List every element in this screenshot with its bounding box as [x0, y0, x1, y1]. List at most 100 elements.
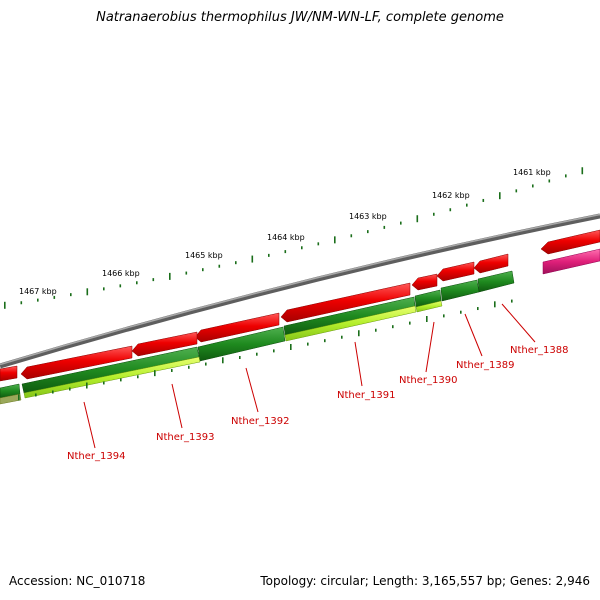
cds-arrow[interactable]: [540, 229, 600, 255]
minor-tick: [301, 246, 303, 250]
kbp-label-1467: 1467 kbp: [19, 287, 57, 296]
leader-line: [354, 341, 363, 387]
leader-line: [464, 313, 483, 357]
major-tick: [169, 272, 171, 280]
inner-major-tick: [494, 301, 496, 308]
accession-text: Accession: NC_010718: [9, 574, 146, 588]
inner-major-tick: [154, 370, 156, 377]
gene-label-1393[interactable]: Nther_1393: [156, 432, 214, 443]
inner-major-tick: [222, 357, 224, 364]
pink-feature-block[interactable]: [542, 248, 600, 275]
gene-block[interactable]: [477, 270, 515, 293]
leader-line: [425, 321, 435, 373]
cds-arrow[interactable]: [436, 261, 475, 282]
minor-tick: [548, 179, 551, 183]
inner-minor-tick: [511, 299, 513, 303]
leader-line: [501, 303, 536, 343]
minor-tick: [433, 212, 435, 216]
kbp-label-group: 1461 kbp 1462 kbp 1463 kbp 1464 kbp 1465…: [19, 168, 551, 296]
minor-tick: [136, 281, 138, 285]
minor-tick: [350, 234, 353, 238]
gene-label-1389[interactable]: Nther_1389: [456, 360, 514, 371]
minor-tick: [565, 174, 567, 178]
inner-minor-tick: [239, 356, 241, 360]
inner-minor-tick: [273, 349, 275, 353]
leader-line: [245, 367, 259, 413]
minor-tick: [185, 271, 188, 275]
inner-minor-tick: [188, 365, 190, 369]
cds-arrow[interactable]: [0, 365, 18, 382]
minor-tick: [119, 284, 122, 288]
leader-line: [83, 401, 96, 449]
minor-tick: [449, 208, 452, 212]
cds-arrow[interactable]: [280, 282, 411, 323]
major-tick: [499, 192, 501, 200]
inner-major-tick: [290, 343, 292, 350]
minor-tick: [218, 264, 221, 268]
inner-minor-tick: [120, 378, 122, 382]
minor-tick: [20, 301, 23, 305]
inner-tick-ring: [18, 299, 513, 401]
minor-tick: [53, 295, 56, 299]
inner-minor-tick: [103, 381, 105, 385]
inner-major-tick: [358, 330, 360, 337]
gene-block-light[interactable]: [23, 356, 201, 399]
gene-block[interactable]: [197, 326, 286, 362]
inner-minor-tick: [460, 310, 462, 314]
inner-minor-tick: [35, 393, 37, 397]
inner-minor-tick: [256, 352, 258, 356]
gene-block-light[interactable]: [284, 305, 417, 342]
major-tick: [416, 215, 419, 223]
tick-mark-ring: [4, 167, 584, 309]
gene-label-1394[interactable]: Nther_1394: [67, 451, 125, 462]
minor-tick: [152, 278, 155, 282]
minor-tick: [202, 268, 204, 272]
inner-minor-tick: [205, 362, 207, 366]
cds-arrow[interactable]: [131, 331, 198, 357]
cds-arrow[interactable]: [473, 253, 509, 274]
inner-minor-tick: [307, 342, 309, 346]
kbp-label-1462: 1462 kbp: [432, 191, 470, 200]
minor-tick: [466, 203, 468, 207]
gene-label-1391[interactable]: Nther_1391: [337, 390, 395, 401]
gene-block-light[interactable]: [415, 300, 443, 313]
kbp-label-1461: 1461 kbp: [513, 168, 551, 177]
inner-major-tick: [86, 382, 88, 389]
kbp-label-1463: 1463 kbp: [349, 212, 387, 221]
gene-label-1390[interactable]: Nther_1390: [399, 375, 457, 386]
inner-minor-tick: [52, 390, 54, 394]
minor-tick: [515, 189, 518, 193]
minor-tick: [532, 184, 534, 188]
leader-line: [171, 383, 183, 429]
cds-track: [0, 229, 600, 382]
inner-minor-tick: [409, 321, 411, 325]
inner-minor-tick: [375, 328, 377, 332]
minor-tick: [383, 225, 386, 229]
kbp-label-1465: 1465 kbp: [185, 251, 223, 260]
major-tick: [251, 255, 254, 263]
inner-minor-tick: [171, 368, 173, 372]
inner-minor-tick: [392, 325, 394, 329]
inner-minor-tick: [69, 387, 71, 391]
gene-label-1392[interactable]: Nther_1392: [231, 416, 289, 427]
gene-block-light[interactable]: [0, 393, 22, 405]
inner-minor-tick: [477, 307, 479, 311]
kbp-label-1466: 1466 kbp: [102, 269, 140, 278]
minor-tick: [103, 287, 105, 291]
gene-track-light: [0, 300, 443, 405]
kbp-label-1464: 1464 kbp: [267, 233, 305, 242]
cds-arrow[interactable]: [20, 345, 133, 380]
inner-minor-tick: [137, 375, 139, 379]
minor-tick: [284, 250, 287, 254]
genome-title: Natranaerobius thermophilus JW/NM-WN-LF,…: [96, 10, 504, 25]
gene-block[interactable]: [440, 279, 480, 302]
major-tick: [581, 167, 584, 175]
gene-label-1388[interactable]: Nther_1388: [510, 345, 568, 356]
cds-arrow[interactable]: [411, 273, 438, 291]
backbone-track: [0, 213, 600, 369]
gene-track: [0, 270, 515, 399]
major-tick: [4, 301, 6, 309]
topology-summary-text: Topology: circular; Length: 3,165,557 bp…: [260, 574, 590, 588]
